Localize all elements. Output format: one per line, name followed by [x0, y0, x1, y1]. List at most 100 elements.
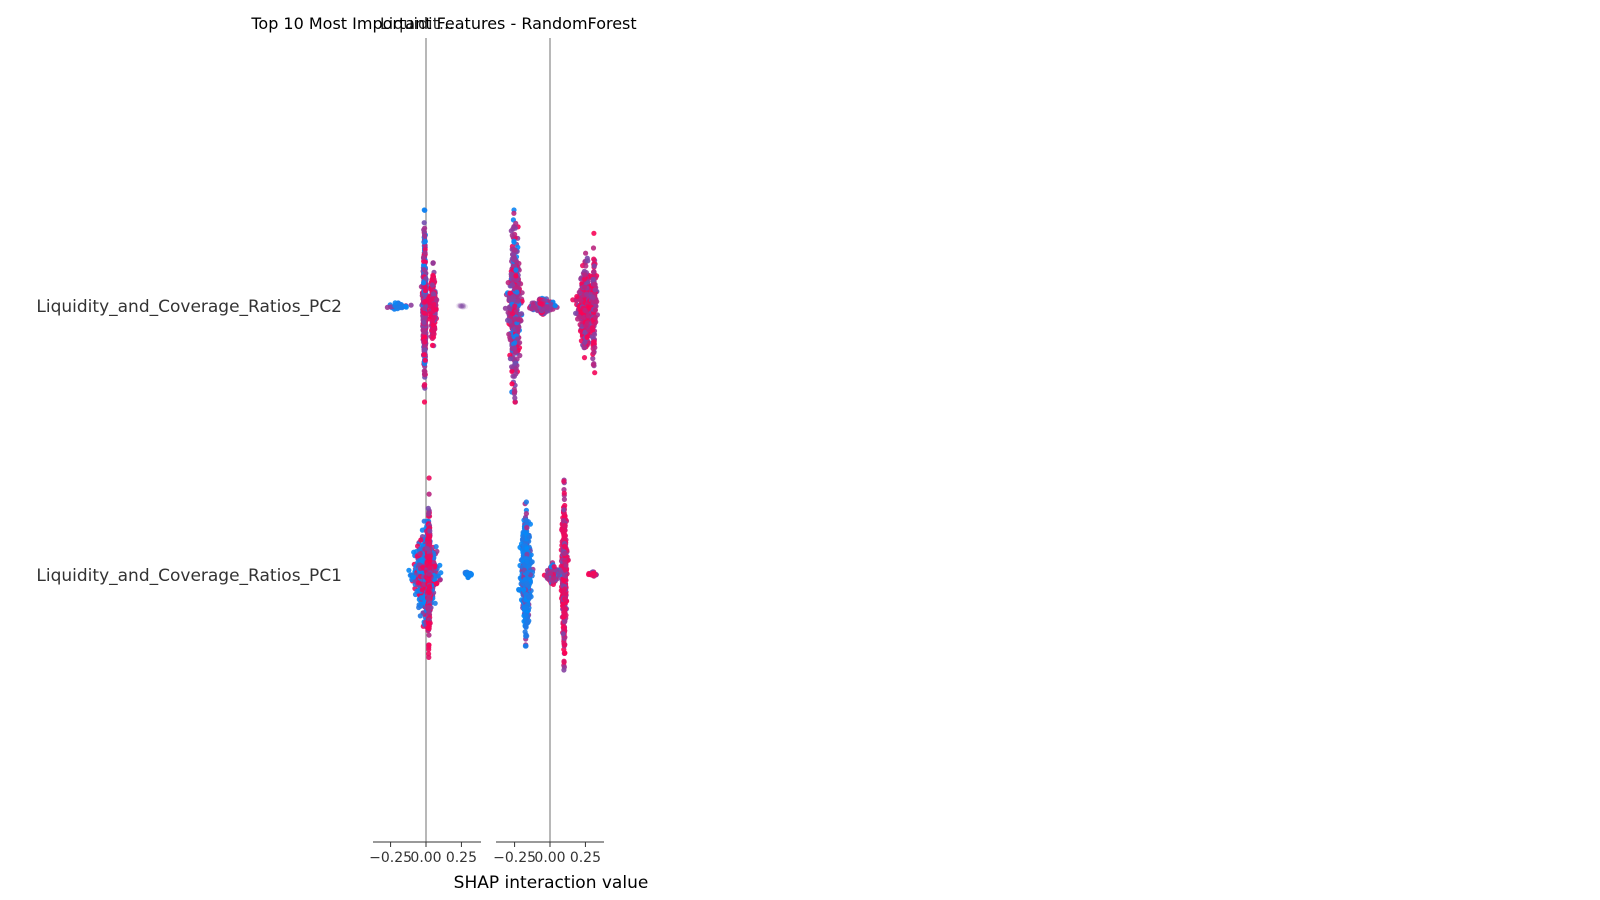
- shap-point: [562, 523, 568, 529]
- shap-point: [505, 317, 511, 323]
- shap-point: [589, 325, 596, 331]
- shap-point: [582, 344, 588, 351]
- shap-point: [431, 306, 437, 312]
- shap-point: [523, 517, 530, 524]
- shap-point: [431, 301, 437, 307]
- shap-point: [508, 271, 514, 277]
- shap-point: [582, 339, 588, 345]
- shap-point: [522, 576, 528, 583]
- shap-point: [592, 307, 599, 313]
- shap-point: [408, 302, 414, 308]
- shap-point: [430, 318, 436, 324]
- shap-point: [515, 285, 522, 291]
- shap-point: [509, 232, 515, 238]
- shap-point: [591, 256, 597, 262]
- shap-point: [512, 247, 518, 253]
- x-tick-label: 0.25: [446, 850, 477, 866]
- shap-point: [548, 301, 554, 308]
- shap-point: [422, 347, 428, 353]
- shap-point: [523, 510, 530, 517]
- shap-point: [555, 572, 561, 579]
- shap-point: [425, 596, 431, 602]
- shap-point: [392, 300, 398, 306]
- shap-point: [421, 309, 427, 315]
- shap-point: [583, 263, 589, 269]
- shap-point: [581, 284, 588, 290]
- shap-point: [592, 287, 598, 293]
- shap-point: [560, 631, 566, 637]
- shap-point: [592, 345, 598, 351]
- shap-point: [425, 505, 431, 511]
- shap-point: [524, 633, 530, 639]
- shap-point: [460, 303, 466, 309]
- shap-point: [577, 328, 584, 334]
- shap-point: [429, 342, 436, 348]
- shap-point: [459, 304, 465, 310]
- shap-point: [561, 478, 567, 484]
- panel-liquidity-pc2: −0.250.00 0.25: [369, 38, 481, 866]
- shap-point: [422, 225, 428, 231]
- shap-point: [561, 490, 567, 496]
- shap-point: [526, 563, 532, 569]
- shap-point: [562, 586, 568, 592]
- shap-point: [586, 571, 592, 578]
- shap-point: [523, 499, 530, 505]
- shap-point: [518, 311, 525, 317]
- shap-point: [459, 303, 465, 309]
- shap-point: [513, 349, 519, 355]
- shap-point: [427, 565, 433, 571]
- shap-point: [511, 345, 517, 351]
- shap-point: [513, 220, 519, 226]
- shap-point: [514, 356, 520, 362]
- shap-point: [432, 600, 438, 606]
- shap-point: [581, 355, 588, 361]
- shap-point: [421, 258, 427, 264]
- shap-point: [590, 355, 596, 362]
- shap-point: [512, 360, 518, 366]
- shap-point: [513, 273, 519, 279]
- shap-point: [418, 545, 424, 552]
- shap-point: [425, 625, 431, 631]
- shap-point: [434, 581, 440, 587]
- shap-point: [552, 303, 558, 309]
- shap-point: [513, 371, 519, 377]
- shap-point: [577, 297, 584, 303]
- shap-point: [526, 534, 533, 540]
- shap-point: [426, 583, 432, 590]
- shap-point: [429, 277, 435, 283]
- shap-point: [590, 570, 596, 576]
- shap-point: [509, 364, 515, 370]
- shap-point: [547, 571, 554, 577]
- shap-point: [468, 571, 474, 577]
- shap-point: [460, 304, 466, 310]
- shap-point: [561, 577, 567, 584]
- shap-point: [435, 573, 441, 579]
- shap-point: [430, 272, 436, 278]
- shap-point: [426, 475, 432, 481]
- shap-point: [417, 551, 423, 557]
- shap-point: [437, 577, 443, 583]
- shap-point: [562, 650, 568, 656]
- shap-point: [426, 620, 432, 626]
- shap-point: [576, 314, 582, 320]
- shap-point: [455, 303, 461, 309]
- shap-point: [510, 294, 516, 300]
- panel-liquidity-pc1: −0.250.00 0.25: [493, 38, 604, 866]
- shap-point: [507, 290, 513, 296]
- shap-point: [426, 491, 432, 497]
- shap-point: [459, 303, 465, 309]
- shap-point: [421, 352, 427, 358]
- shap-point: [427, 311, 433, 317]
- shap-point: [419, 527, 425, 533]
- feature-label-pc2: Liquidity_and_Coverage_Ratios_PC2: [36, 297, 342, 317]
- shap-point: [524, 545, 530, 552]
- shap-point: [420, 254, 427, 261]
- shap-point: [523, 605, 529, 611]
- shap-point: [458, 303, 464, 309]
- shap-point: [397, 305, 403, 311]
- shap-point: [592, 370, 598, 376]
- x-tick-label: 0.25: [570, 850, 601, 866]
- shap-point: [576, 289, 582, 295]
- shap-point: [584, 320, 591, 326]
- shap-point: [591, 350, 597, 356]
